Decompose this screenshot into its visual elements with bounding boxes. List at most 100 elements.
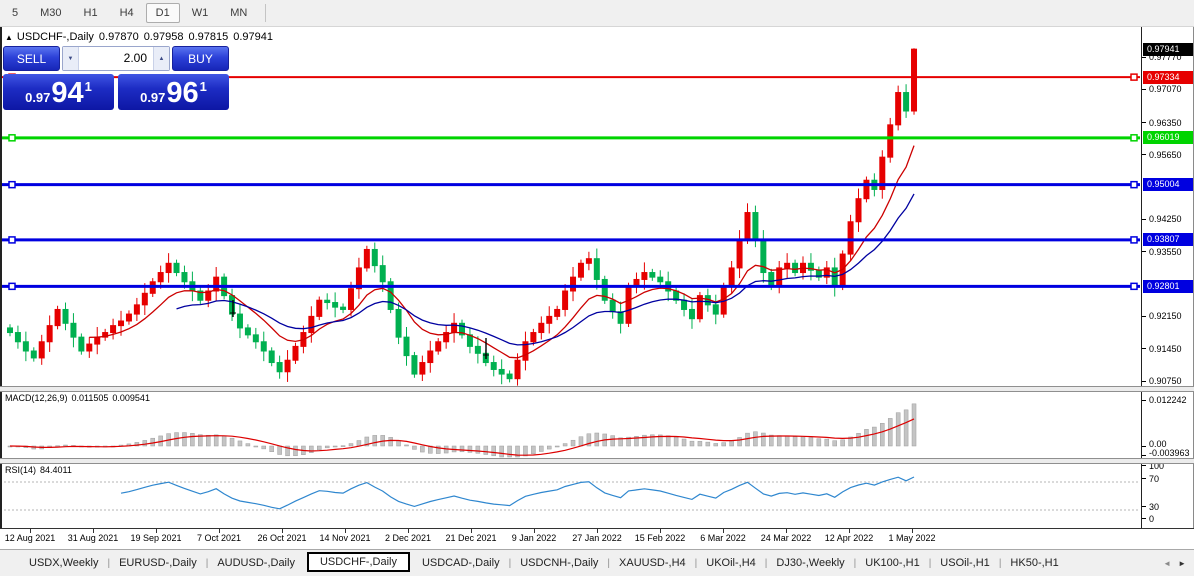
timeframe-button-d1[interactable]: D1 — [145, 3, 180, 23]
collapse-arrow-icon[interactable]: ▲ — [5, 33, 13, 42]
price-chart-canvas[interactable] — [0, 27, 1142, 528]
level-end-marker[interactable] — [8, 282, 16, 291]
candle — [554, 308, 561, 317]
candle — [46, 325, 53, 343]
candle — [133, 304, 140, 315]
tab-usdcad-daily[interactable]: USDCAD-,Daily — [421, 557, 500, 569]
tab-audusd-daily[interactable]: AUDUSD-,Daily — [217, 557, 295, 569]
volume-decrease-button[interactable]: ▼ — [63, 47, 79, 70]
rsi-line — [120, 476, 915, 510]
rsi-axis-label: 70 — [1149, 474, 1160, 484]
tab-usdx-weekly[interactable]: USDX,Weekly — [29, 557, 99, 569]
tab-xauusd-h4[interactable]: XAUUSD-,H4 — [619, 557, 686, 569]
buy-button[interactable]: BUY — [172, 46, 229, 71]
candle — [807, 262, 814, 271]
price-tick-mark — [1142, 380, 1146, 382]
volume-spinner: ▼ 2.00 ▲ — [62, 46, 170, 71]
tab-nav-arrows: ◄ ► — [1163, 559, 1186, 568]
macd-histogram-bar — [404, 444, 409, 447]
timeframe-button-mn[interactable]: MN — [230, 7, 248, 19]
macd-histogram-bar — [142, 440, 148, 447]
macd-histogram-bar — [245, 443, 251, 447]
macd-histogram-bar — [903, 409, 909, 447]
sell-price-sup: 1 — [84, 79, 92, 94]
macd-indicator-label: MACD(12,26,9) 0.011505 0.009541 — [5, 393, 150, 403]
candle — [236, 313, 243, 329]
macd-rsi-divider[interactable] — [0, 458, 1194, 464]
ohlc-open: 0.97870 — [98, 31, 139, 43]
level-end-marker[interactable] — [8, 236, 16, 244]
price-axis: 0.97770 0.97070 0.96350 0.95650 0.94250 0.935… — [1142, 27, 1194, 528]
tab-separator: | — [764, 557, 768, 569]
tab-hk50-h1[interactable]: HK50-,H1 — [1010, 557, 1059, 569]
timeframe-button-5[interactable]: 5 — [12, 7, 19, 19]
level-end-marker[interactable] — [1130, 134, 1138, 142]
macd-histogram-bar — [134, 442, 140, 447]
timeframe-button-w1[interactable]: W1 — [191, 7, 209, 19]
macd-histogram-bar — [309, 445, 314, 453]
level-end-marker[interactable] — [1130, 73, 1138, 81]
tab-dj30-weekly[interactable]: DJ30-,Weekly — [776, 557, 845, 569]
candle — [165, 262, 172, 274]
price-tick-label: 0.97770 — [1149, 52, 1182, 62]
level-price-label: 0.95004 — [1143, 178, 1193, 192]
macd-histogram-bar — [658, 434, 663, 447]
timeframe-button-m30[interactable]: M30 — [40, 7, 62, 19]
candle — [403, 336, 410, 357]
date-label: 26 Oct 2021 — [257, 533, 307, 543]
timeframe-button-h1[interactable]: H1 — [83, 7, 98, 19]
date-label: 19 Sep 2021 — [130, 533, 182, 543]
volume-value[interactable]: 2.00 — [123, 51, 147, 65]
macd-histogram-bar — [911, 403, 917, 447]
date-tick-mark — [534, 529, 535, 533]
macd-histogram-bar — [745, 432, 750, 447]
level-end-marker[interactable] — [1130, 236, 1138, 244]
price-tick-label: 0.90750 — [1149, 376, 1182, 386]
candle — [903, 92, 910, 112]
macd-histogram-bar — [792, 436, 798, 447]
tab-scroll-next-icon[interactable]: ► — [1178, 558, 1186, 568]
date-label: 12 Apr 2022 — [824, 533, 874, 543]
macd-histogram-bar — [856, 433, 861, 447]
macd-histogram-bar — [872, 426, 877, 447]
level-end-marker[interactable] — [1130, 282, 1138, 291]
tab-eurusd-daily[interactable]: EURUSD-,Daily — [119, 557, 197, 569]
tab-separator: | — [694, 557, 698, 569]
date-label: 9 Jan 2022 — [511, 533, 557, 543]
tab-usdchf-daily[interactable]: USDCHF-,Daily — [306, 552, 410, 572]
timeframe-button-h4[interactable]: H4 — [119, 7, 134, 19]
macd-histogram-bar — [221, 435, 227, 447]
tab-usoil-h1[interactable]: USOil-,H1 — [940, 557, 990, 569]
volume-increase-button[interactable]: ▲ — [153, 47, 169, 70]
macd-histogram-bar — [396, 440, 401, 447]
main-macd-divider[interactable] — [0, 386, 1194, 392]
macd-histogram-bar — [237, 440, 243, 447]
macd-histogram-bar — [285, 445, 290, 457]
candle — [340, 306, 347, 310]
level-end-marker[interactable] — [8, 134, 16, 142]
candle — [887, 124, 894, 158]
candle — [538, 322, 545, 334]
macd-axis-label: -0.003963 — [1149, 448, 1190, 458]
candle — [284, 359, 291, 373]
sell-button[interactable]: SELL — [3, 46, 60, 71]
tab-scroll-prev-icon[interactable]: ◄ — [1163, 558, 1172, 568]
sell-price-display[interactable]: 0.97 94 1 — [3, 74, 114, 110]
tab-uk100-h1[interactable]: UK100-,H1 — [865, 557, 920, 569]
date-label: 2 Dec 2021 — [384, 533, 432, 543]
tab-ukoil-h4[interactable]: UKOil-,H4 — [706, 557, 756, 569]
price-tick-label: 0.94250 — [1149, 214, 1182, 225]
macd-histogram-bar — [697, 441, 703, 447]
level-end-marker[interactable] — [8, 180, 16, 189]
tab-usdcnh-daily[interactable]: USDCNH-,Daily — [520, 557, 599, 569]
candle — [181, 272, 188, 283]
buy-price-display[interactable]: 0.97 96 1 — [118, 74, 229, 110]
tab-separator: | — [607, 557, 611, 569]
macd-histogram-bar — [539, 445, 544, 452]
candle — [546, 315, 553, 324]
macd-histogram-bar — [229, 437, 235, 447]
moving-average-line — [89, 145, 915, 359]
level-end-marker[interactable] — [1130, 180, 1138, 189]
macd-histogram-bar — [578, 436, 584, 447]
price-tick-label: 0.97070 — [1149, 84, 1182, 95]
